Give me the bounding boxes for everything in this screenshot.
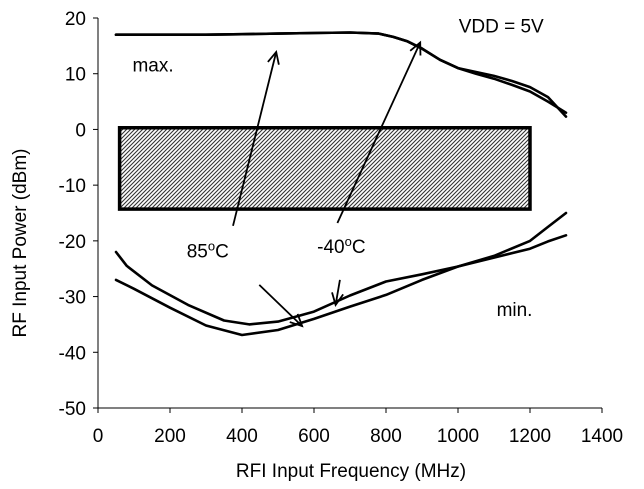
max-label: max. [132, 55, 173, 76]
y-tick-label: -10 [59, 176, 86, 197]
arrow-head-4 [331, 292, 344, 307]
x-tick-label: 1000 [437, 426, 479, 447]
arrow-shaft-2 [336, 42, 422, 224]
t85-label-background [173, 239, 242, 265]
annotation-layer: VDD = 5V max. min. 85oC -40oC [128, 15, 547, 323]
max-label-background [128, 54, 179, 78]
x-tick-label: 800 [370, 426, 402, 447]
x-tick-label: 600 [298, 426, 330, 447]
x-tick-label: 1200 [509, 426, 551, 447]
t85-label: 85oC [187, 239, 229, 263]
arrow-head-1 [267, 49, 280, 65]
min-label: min. [497, 300, 533, 321]
series-line-3 [114, 211, 568, 326]
y-tick-label: 20 [65, 9, 86, 30]
axes [97, 18, 602, 409]
arrow-shaft-4 [334, 279, 341, 306]
tm40-label: -40oC [317, 234, 365, 258]
y-tick-label: -40 [59, 343, 86, 364]
x-tick-label: 1400 [581, 426, 623, 447]
y-tick-label: -30 [59, 288, 86, 309]
x-tick-label: 200 [154, 426, 186, 447]
y-ticks: -50 -40 -30 -20 -10 0 10 20 [59, 9, 98, 420]
vdd-label-background [456, 15, 547, 39]
arrow-layer [232, 40, 422, 328]
series-line-4 [114, 234, 568, 337]
arrow-head-2 [409, 40, 422, 56]
vdd-label: VDD = 5V [459, 16, 544, 37]
arrow-head-3 [289, 313, 304, 328]
y-tick-label: -50 [59, 399, 86, 420]
y-tick-label: 0 [75, 120, 86, 141]
tm40-label-background [307, 235, 376, 261]
x-axis-label: RFI Input Frequency (MHz) [236, 461, 466, 482]
hatched-region [117, 126, 532, 211]
y-tick-label: 10 [65, 65, 86, 86]
y-axis-label: RF Input Power (dBm) [10, 149, 31, 338]
min-label-background [489, 299, 540, 323]
arrow-shaft-1 [232, 51, 278, 227]
x-tick-label: 0 [93, 426, 104, 447]
x-ticks: 0 200 400 600 800 1000 1200 1400 [93, 408, 623, 447]
hatched-region-layer [117, 126, 532, 211]
y-tick-label: -20 [59, 232, 86, 253]
series-layer [114, 31, 568, 337]
x-tick-label: 400 [226, 426, 258, 447]
arrow-shaft-3 [258, 284, 303, 327]
series-line-1 [114, 31, 568, 118]
series-line-2 [114, 31, 568, 114]
